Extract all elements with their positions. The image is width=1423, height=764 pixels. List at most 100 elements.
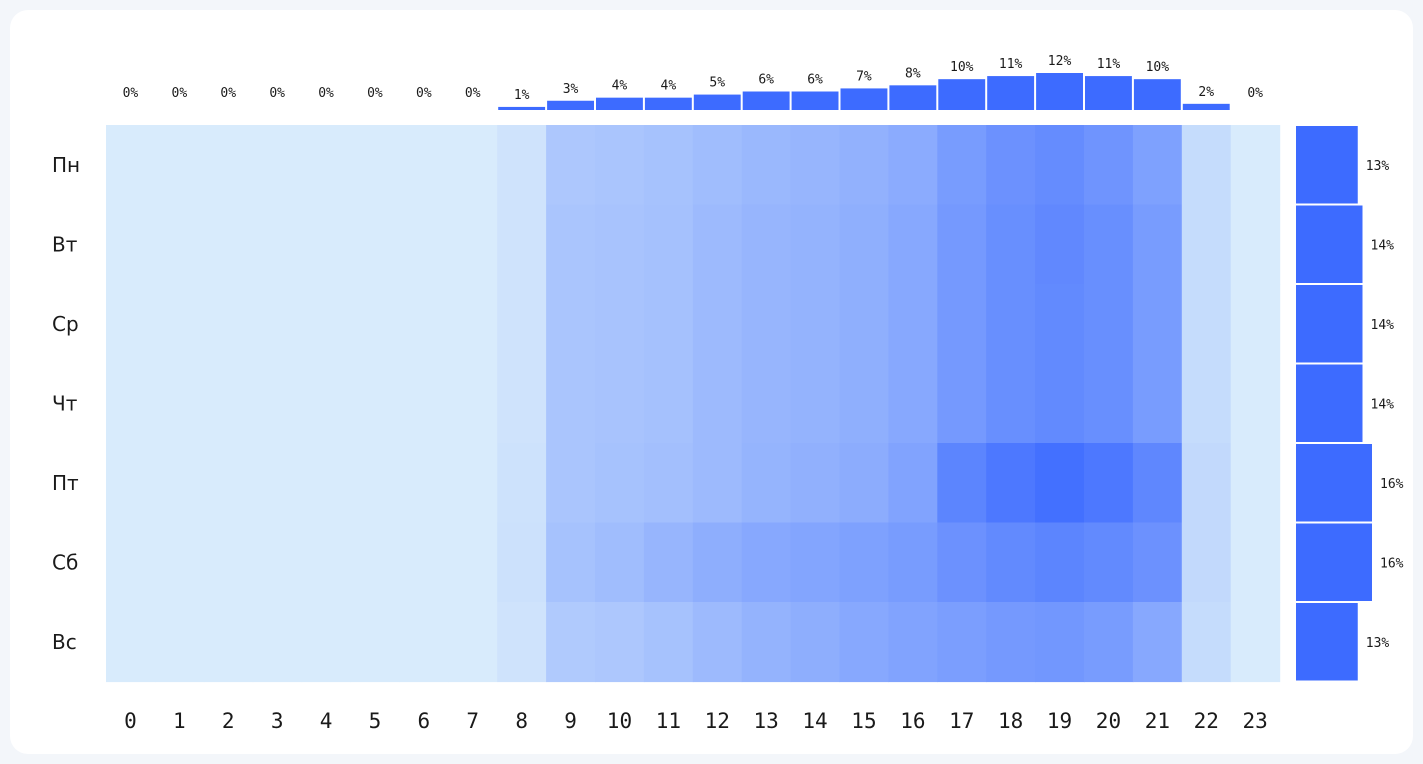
hour-total-label: 0%: [1247, 86, 1263, 101]
chart-card: 0% 0% 0% 0% 0% 0% 0% 0% 1% 3% 4% 4% 5% 6% 6% 7% 8% 10% 11%…: [10, 10, 1413, 754]
heatmap-cell: [1181, 125, 1232, 206]
heatmap-cell: [399, 602, 449, 683]
heatmap-cell: [301, 443, 352, 524]
hour-total-bar: [498, 106, 546, 110]
heatmap-cell: [986, 363, 1036, 444]
day-label: Ср: [52, 312, 79, 336]
heatmap-cell: [1035, 363, 1085, 444]
heatmap-cell: [741, 284, 792, 365]
hour-total-bar: [987, 76, 1035, 110]
heatmap-cell: [937, 522, 987, 603]
heatmap-cell: [1181, 204, 1232, 285]
day-total-bar: [1296, 364, 1363, 442]
heatmap-cell: [888, 284, 938, 365]
heatmap-cell: [643, 125, 694, 206]
hour-label: 14: [802, 709, 827, 733]
heatmap-cell: [106, 284, 156, 365]
heatmap-cell: [448, 284, 498, 365]
heatmap-cell: [350, 363, 400, 444]
hour-total-label: 0%: [123, 86, 139, 101]
heatmap-cell: [399, 125, 449, 206]
heatmap-cell: [888, 125, 938, 206]
heatmap-cell: [546, 125, 596, 206]
heatmap-cell: [643, 363, 694, 444]
heatmap-cell: [790, 443, 841, 524]
heatmap-cell: [399, 522, 449, 603]
heatmap-cell: [154, 443, 205, 524]
heatmap-cell: [643, 284, 694, 365]
day-total-bar: [1296, 444, 1372, 522]
hour-total-label: 6%: [758, 73, 774, 88]
hour-total-bar: [547, 100, 594, 110]
heatmap-cell: [986, 602, 1036, 683]
heatmap-cell: [497, 602, 547, 683]
day-total-label: 16%: [1380, 477, 1404, 492]
hour-label: 18: [998, 709, 1023, 733]
hour-label: 1: [173, 709, 186, 733]
heatmap-cell: [399, 363, 449, 444]
heatmap-cell: [1132, 602, 1183, 683]
heatmap-cell: [497, 125, 547, 206]
heatmap-cell: [790, 522, 841, 603]
hour-label: 8: [515, 709, 528, 733]
hour-label: 0: [124, 709, 137, 733]
day-label: Пн: [52, 153, 80, 177]
heatmap-cell: [1084, 602, 1134, 683]
day-totals-labels: 13% 14% 14% 14% 16% 16% 13%: [1366, 159, 1404, 651]
hour-total-label: 5%: [709, 76, 725, 91]
heatmap-cell: [839, 363, 889, 444]
heatmap-cell: [937, 204, 987, 285]
heatmap-cell: [106, 443, 156, 524]
hour-total-label: 0%: [318, 86, 334, 101]
hour-label: 2: [222, 709, 235, 733]
hour-total-label: 0%: [465, 86, 481, 101]
hour-total-label: 6%: [807, 73, 823, 88]
day-total-bar: [1296, 126, 1358, 204]
heatmap-cell: [839, 204, 889, 285]
hour-label: 16: [900, 709, 925, 733]
hour-label: 21: [1145, 709, 1170, 733]
heatmap-cell: [1181, 284, 1232, 365]
heatmap-cell: [497, 284, 547, 365]
heatmap-cell: [888, 204, 938, 285]
hour-total-bar: [742, 91, 790, 110]
heatmap-cell: [1132, 363, 1183, 444]
hour-total-label: 10%: [1146, 60, 1170, 75]
day-total-label: 16%: [1380, 556, 1404, 571]
heatmap-cell: [154, 602, 205, 683]
heatmap-cell: [546, 284, 596, 365]
heatmap-cell: [448, 363, 498, 444]
heatmap-cell: [790, 363, 841, 444]
heatmap-cell: [1084, 284, 1134, 365]
hour-label: 13: [754, 709, 779, 733]
heatmap-cell: [1230, 522, 1281, 603]
heatmap-cell: [790, 602, 841, 683]
hour-label: 15: [851, 709, 876, 733]
heatmap-cell: [692, 125, 743, 206]
hour-total-label: 3%: [563, 82, 579, 97]
heatmap-cell: [692, 363, 743, 444]
day-label: Вс: [52, 630, 77, 654]
heatmap-cell: [937, 363, 987, 444]
heatmap-cell: [203, 602, 254, 683]
heatmap-cell: [154, 125, 205, 206]
hour-total-label: 11%: [1097, 57, 1121, 72]
hour-total-label: 0%: [367, 86, 383, 101]
hour-total-label: 0%: [172, 86, 188, 101]
heatmap-cell: [106, 125, 156, 206]
heatmap-cell: [203, 522, 254, 603]
hour-total-label: 12%: [1048, 54, 1072, 69]
heatmap-cell: [350, 602, 400, 683]
heatmap-cell: [692, 602, 743, 683]
heatmap-cell: [839, 443, 889, 524]
heatmap-cell: [643, 204, 694, 285]
day-total-bar: [1296, 285, 1363, 363]
heatmap-cell: [595, 363, 645, 444]
hour-total-bar: [1085, 76, 1132, 110]
hour-total-bar: [840, 88, 888, 110]
heatmap-cell: [301, 125, 352, 206]
heatmap-cell: [350, 284, 400, 365]
heatmap-cell: [203, 204, 254, 285]
heatmap-cell: [937, 284, 987, 365]
heatmap-cell: [448, 602, 498, 683]
